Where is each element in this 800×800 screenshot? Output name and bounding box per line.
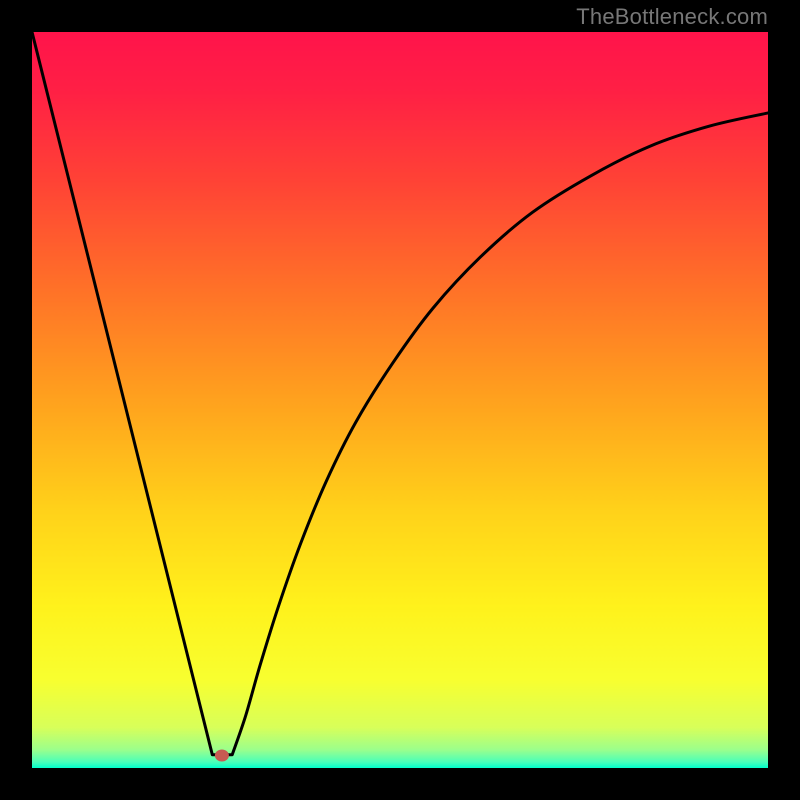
chart-container: TheBottleneck.com (0, 0, 800, 800)
curve-layer (0, 0, 800, 800)
optimal-point-marker (215, 749, 229, 761)
bottleneck-curve (32, 32, 768, 755)
watermark-label: TheBottleneck.com (576, 4, 768, 30)
